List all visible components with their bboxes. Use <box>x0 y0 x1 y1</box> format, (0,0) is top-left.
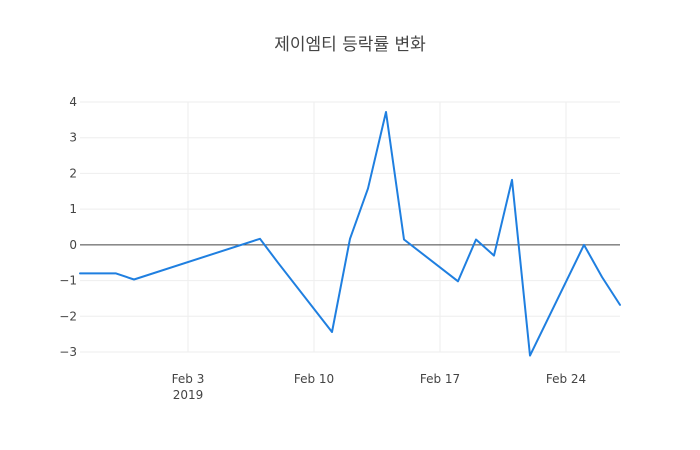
data-point <box>474 238 478 242</box>
data-point <box>582 243 586 247</box>
y-tick-label: −3 <box>59 345 77 359</box>
data-point <box>330 330 334 334</box>
x-tick-label: Feb 3 <box>172 372 205 386</box>
plot-area <box>78 110 622 358</box>
axes: −3 −2 −1 0 1 2 3 4 Feb 3 2019 Feb 10 Feb 17 Feb 24 <box>59 95 586 402</box>
data-point <box>600 275 604 279</box>
data-point <box>528 354 532 358</box>
data-point <box>492 254 496 258</box>
y-tick-label: 1 <box>69 202 77 216</box>
data-point <box>618 303 622 307</box>
data-point <box>510 178 514 182</box>
data-point <box>258 237 262 241</box>
data-point <box>366 186 370 190</box>
data-point <box>348 237 352 241</box>
data-point <box>114 271 118 275</box>
grid-lines <box>80 101 620 353</box>
series-line <box>79 111 621 357</box>
y-tick-label: −1 <box>59 274 77 288</box>
y-tick-label: 0 <box>69 238 77 252</box>
data-point <box>384 110 388 114</box>
data-point <box>276 261 280 265</box>
y-tick-label: −2 <box>59 309 77 323</box>
data-point <box>132 278 136 282</box>
data-point <box>456 279 460 283</box>
x-tick-label: Feb 24 <box>546 372 586 386</box>
x-tick-label: Feb 17 <box>420 372 460 386</box>
data-point <box>78 271 82 275</box>
x-tick-label: Feb 10 <box>294 372 334 386</box>
y-tick-label: 3 <box>69 131 77 145</box>
y-tick-label: 2 <box>69 166 77 180</box>
x-tick-year-label: 2019 <box>173 388 204 402</box>
data-point <box>402 238 406 242</box>
y-tick-label: 4 <box>69 95 77 109</box>
data-point <box>96 271 100 275</box>
chart-title: 제이엠티 등락률 변화 <box>274 35 426 55</box>
